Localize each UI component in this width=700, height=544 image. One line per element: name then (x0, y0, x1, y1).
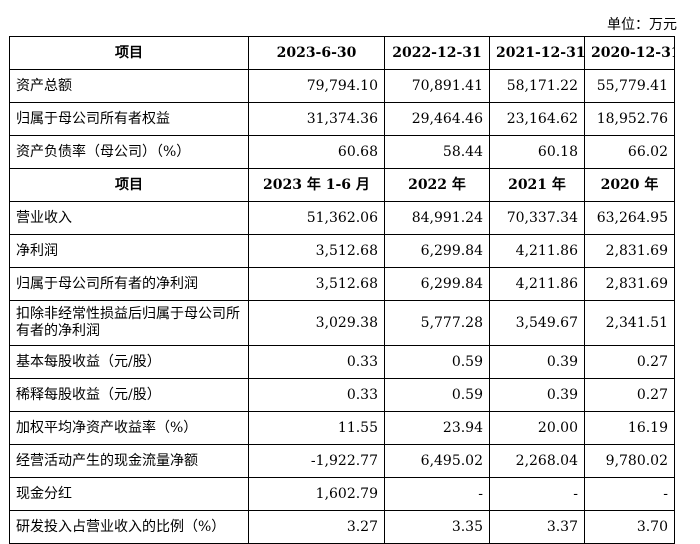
table-row: 加权平均净资产收益率（%） 11.55 23.94 20.00 16.19 (9, 411, 675, 445)
cell-value: 6,299.84 (384, 267, 490, 301)
column-header: 2020-12-31 (584, 36, 675, 70)
cell-value: 5,777.28 (384, 300, 490, 346)
table-row: 归属于母公司所有者权益 31,374.36 29,464.46 23,164.6… (9, 102, 675, 136)
cell-value: 4,211.86 (489, 267, 585, 301)
column-header: 2022-12-31 (384, 36, 490, 70)
cell-value: 55,779.41 (584, 69, 675, 103)
row-label: 净利润 (9, 234, 249, 268)
row-label: 经营活动产生的现金流量净额 (9, 444, 249, 478)
cell-value: 0.39 (489, 378, 585, 412)
table-row: 归属于母公司所有者的净利润 3,512.68 6,299.84 4,211.86… (9, 267, 675, 301)
table-row: 资产总额 79,794.10 70,891.41 58,171.22 55,77… (9, 69, 675, 103)
row-label: 加权平均净资产收益率（%） (9, 411, 249, 445)
cell-value: 1,602.79 (248, 477, 385, 511)
unit-label: 单位：万元 (607, 17, 677, 33)
row-label: 营业收入 (9, 201, 249, 235)
cell-value: 58.44 (384, 135, 490, 169)
financial-table: 项目 2023-6-30 2022-12-31 2021-12-31 2020-… (9, 36, 675, 544)
cell-value: 3.70 (584, 510, 675, 544)
cell-value: 2,831.69 (584, 267, 675, 301)
header-row-income: 项目 2023 年 1-6 月 2022 年 2021 年 2020 年 (9, 168, 675, 202)
cell-value: -1,922.77 (248, 444, 385, 478)
row-label: 归属于母公司所有者权益 (9, 102, 249, 136)
cell-value: 60.68 (248, 135, 385, 169)
column-header: 2021-12-31 (489, 36, 585, 70)
cell-value: 29,464.46 (384, 102, 490, 136)
cell-value: 0.39 (489, 345, 585, 379)
cell-value: 70,337.34 (489, 201, 585, 235)
cell-value: 23,164.62 (489, 102, 585, 136)
cell-value: 3,512.68 (248, 267, 385, 301)
table-row: 净利润 3,512.68 6,299.84 4,211.86 2,831.69 (9, 234, 675, 268)
table-row: 扣除非经常性损益后归属于母公司所有者的净利润 3,029.38 5,777.28… (9, 300, 675, 346)
cell-value: 3.35 (384, 510, 490, 544)
cell-value: 3.37 (489, 510, 585, 544)
cell-value: 4,211.86 (489, 234, 585, 268)
cell-value: 51,362.06 (248, 201, 385, 235)
cell-value: 0.59 (384, 378, 490, 412)
cell-value: 18,952.76 (584, 102, 675, 136)
cell-value: 66.02 (584, 135, 675, 169)
cell-value: 63,264.95 (584, 201, 675, 235)
column-header: 项目 (9, 168, 249, 202)
column-header: 2021 年 (489, 168, 585, 202)
cell-value: 3,029.38 (248, 300, 385, 346)
cell-value: 9,780.02 (584, 444, 675, 478)
row-label: 现金分红 (9, 477, 249, 511)
cell-value: 2,831.69 (584, 234, 675, 268)
cell-value: 3.27 (248, 510, 385, 544)
cell-value: 79,794.10 (248, 69, 385, 103)
cell-value: 0.33 (248, 345, 385, 379)
cell-value: 2,341.51 (584, 300, 675, 346)
row-label: 稀释每股收益（元/股） (9, 378, 249, 412)
cell-value: 6,299.84 (384, 234, 490, 268)
cell-value: 11.55 (248, 411, 385, 445)
row-label: 归属于母公司所有者的净利润 (9, 267, 249, 301)
cell-value: 70,891.41 (384, 69, 490, 103)
header-row-balance: 项目 2023-6-30 2022-12-31 2021-12-31 2020-… (9, 36, 675, 70)
table-row: 基本每股收益（元/股） 0.33 0.59 0.39 0.27 (9, 345, 675, 379)
table-row: 经营活动产生的现金流量净额 -1,922.77 6,495.02 2,268.0… (9, 444, 675, 478)
cell-value: 20.00 (489, 411, 585, 445)
column-header: 2023-6-30 (248, 36, 385, 70)
table-row: 现金分红 1,602.79 - - - (9, 477, 675, 511)
table-row: 研发投入占营业收入的比例（%） 3.27 3.35 3.37 3.70 (9, 510, 675, 544)
cell-value: 0.27 (584, 345, 675, 379)
cell-value: 84,991.24 (384, 201, 490, 235)
cell-value: 3,512.68 (248, 234, 385, 268)
column-header: 2020 年 (584, 168, 675, 202)
row-label: 基本每股收益（元/股） (9, 345, 249, 379)
row-label: 资产总额 (9, 69, 249, 103)
cell-value: 31,374.36 (248, 102, 385, 136)
table-row: 稀释每股收益（元/股） 0.33 0.59 0.39 0.27 (9, 378, 675, 412)
cell-value: 23.94 (384, 411, 490, 445)
cell-value: - (584, 477, 675, 511)
cell-value: 0.27 (584, 378, 675, 412)
cell-value: 6,495.02 (384, 444, 490, 478)
cell-value: 2,268.04 (489, 444, 585, 478)
cell-value: - (489, 477, 585, 511)
cell-value: 0.33 (248, 378, 385, 412)
cell-value: 3,549.67 (489, 300, 585, 346)
cell-value: 0.59 (384, 345, 490, 379)
cell-value: - (384, 477, 490, 511)
column-header: 2022 年 (384, 168, 490, 202)
table-row: 营业收入 51,362.06 84,991.24 70,337.34 63,26… (9, 201, 675, 235)
cell-value: 60.18 (489, 135, 585, 169)
column-header: 2023 年 1-6 月 (248, 168, 385, 202)
row-label: 扣除非经常性损益后归属于母公司所有者的净利润 (9, 300, 249, 346)
cell-value: 16.19 (584, 411, 675, 445)
column-header: 项目 (9, 36, 249, 70)
row-label: 资产负债率（母公司）（%） (9, 135, 249, 169)
table-row: 资产负债率（母公司）（%） 60.68 58.44 60.18 66.02 (9, 135, 675, 169)
cell-value: 58,171.22 (489, 69, 585, 103)
row-label: 研发投入占营业收入的比例（%） (9, 510, 249, 544)
